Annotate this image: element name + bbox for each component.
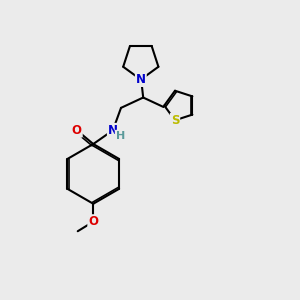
Text: O: O bbox=[88, 215, 98, 228]
Text: N: N bbox=[108, 124, 118, 137]
Text: O: O bbox=[72, 124, 82, 137]
Text: N: N bbox=[136, 73, 146, 86]
Text: S: S bbox=[171, 114, 179, 127]
Text: H: H bbox=[116, 131, 125, 141]
